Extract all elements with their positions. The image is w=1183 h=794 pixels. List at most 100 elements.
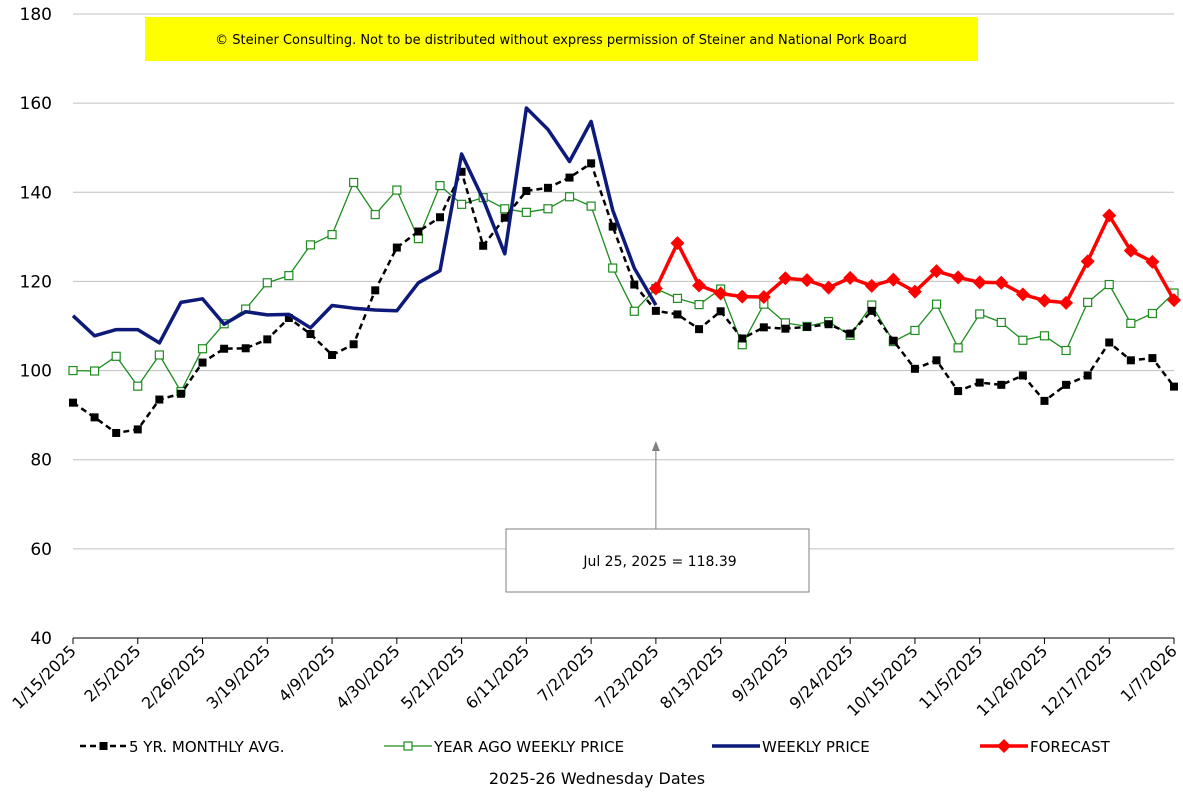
data-point: [68, 365, 78, 376]
legend: 5 YR. MONTHLY AVG. YEAR AGO WEEKLY PRICE W…: [80, 738, 1111, 756]
legend-label: WEEKLY PRICE: [762, 738, 870, 756]
data-point: [975, 378, 984, 387]
x-tick-label: 4/30/2025: [332, 641, 403, 712]
data-point: [349, 177, 359, 188]
data-point: [648, 281, 663, 296]
data-point: [1040, 396, 1049, 405]
data-point: [759, 323, 768, 332]
series-line-weekly: [71, 106, 658, 345]
data-point: [932, 356, 941, 365]
data-point: [1015, 287, 1030, 302]
data-point: [972, 275, 987, 290]
data-point: [1167, 293, 1181, 308]
data-point: [306, 330, 315, 339]
data-point: [1104, 279, 1114, 290]
data-point: [413, 234, 424, 244]
data-point: [910, 325, 920, 336]
data-point: [846, 329, 855, 338]
data-point: [456, 199, 467, 209]
y-tick-label: 80: [30, 451, 52, 471]
data-point: [328, 350, 337, 359]
data-point: [220, 344, 229, 353]
callout-box: [505, 528, 810, 593]
data-point: [1102, 208, 1117, 223]
data-point: [392, 243, 401, 252]
y-tick-label: 140: [20, 183, 52, 203]
data-point: [1123, 243, 1138, 258]
series-forecast: [648, 208, 1181, 310]
data-point: [781, 324, 790, 333]
data-point: [1105, 338, 1114, 347]
data-point: [543, 204, 553, 214]
copyright-notice-text: © Steiner Consulting. Not to be distribu…: [215, 33, 907, 48]
callout-arrow-head: [651, 441, 660, 451]
data-point: [996, 317, 1006, 328]
x-tick-label: 9/3/2025: [728, 641, 792, 705]
data-point: [738, 334, 747, 343]
data-point: [931, 299, 942, 309]
x-tick-label: 1/7/2026: [1117, 641, 1181, 705]
x-tick-label: 7/2/2025: [534, 641, 598, 705]
data-point: [867, 306, 876, 315]
data-point: [587, 159, 596, 168]
data-point: [1083, 297, 1093, 307]
x-tick-label: 2/5/2025: [80, 641, 144, 705]
data-point: [889, 336, 898, 345]
data-point: [608, 263, 618, 273]
data-point: [155, 395, 164, 404]
series-line-five-yr: [72, 162, 1175, 435]
data-point: [994, 275, 1009, 290]
data-point: [305, 240, 316, 250]
data-point: [176, 389, 185, 398]
data-point: [800, 273, 814, 288]
data-point: [670, 236, 685, 251]
data-point: [198, 358, 207, 367]
y-tick-label: 160: [20, 94, 52, 114]
data-point: [1148, 354, 1157, 363]
data-point: [457, 167, 466, 176]
data-point: [1170, 382, 1178, 391]
data-point: [263, 335, 272, 344]
data-point: [951, 270, 966, 285]
data-point: [695, 325, 704, 334]
data-point: [284, 271, 294, 281]
x-tick-label: 4/9/2025: [275, 641, 339, 705]
data-point: [241, 344, 250, 353]
data-point: [262, 278, 272, 288]
gridlines: [73, 13, 1174, 550]
data-point: [1018, 371, 1027, 380]
data-point: [803, 322, 811, 331]
data-point: [90, 413, 99, 422]
data-point: [69, 398, 77, 407]
data-point: [886, 272, 901, 287]
data-point: [500, 213, 509, 222]
data-point: [1061, 345, 1071, 356]
x-tick-label: 8/13/2025: [656, 641, 727, 712]
axes: 40 60 80 100 120 140 160 180 1/15/2025 2/5/20252/…: [8, 5, 1180, 720]
data-point: [778, 271, 793, 286]
legend-marker: [997, 739, 1011, 753]
data-point: [716, 307, 725, 316]
data-point: [692, 278, 707, 293]
data-point: [392, 185, 402, 195]
legend-item-five-yr: 5 YR. MONTHLY AVG.: [80, 738, 285, 756]
data-point: [586, 201, 596, 211]
legend-item-weekly: WEEKLY PRICE: [712, 738, 870, 756]
data-point: [197, 344, 208, 354]
copyright-notice-background: [145, 17, 978, 61]
data-point: [111, 351, 121, 361]
data-point: [756, 290, 771, 305]
data-point: [629, 306, 639, 316]
data-point: [821, 280, 836, 295]
data-point: [349, 340, 358, 349]
data-point: [371, 286, 380, 295]
data-point: [864, 278, 879, 293]
legend-label: YEAR AGO WEEKLY PRICE: [433, 738, 624, 756]
data-point: [651, 306, 660, 315]
x-tick-label: 5/21/2025: [397, 641, 468, 712]
y-tick-label: 180: [20, 5, 52, 25]
x-tick-label: 3/19/2025: [203, 641, 274, 712]
data-point: [564, 192, 575, 202]
